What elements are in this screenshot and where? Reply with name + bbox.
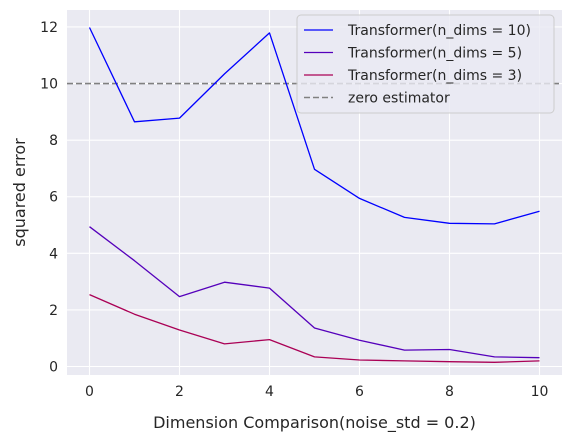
x-tick-label: 2 [175, 384, 184, 400]
legend-label: Transformer(n_dims = 5) [347, 46, 522, 62]
legend-label: Transformer(n_dims = 10) [347, 23, 531, 39]
x-tick-labels: 0 2 4 6 8 10 [85, 384, 548, 400]
y-tick-label: 4 [49, 246, 58, 262]
legend: Transformer(n_dims = 10) Transformer(n_di… [296, 14, 555, 114]
x-tick-label: 4 [265, 384, 274, 400]
series-lines [88, 27, 540, 363]
x-axis-label: Dimension Comparison(noise_std = 0.2) [153, 413, 476, 433]
y-tick-label: 6 [49, 190, 58, 206]
series-line-1 [88, 27, 540, 225]
x-tick-label: 8 [445, 384, 454, 400]
legend-box [296, 14, 555, 114]
y-tick-label: 12 [40, 20, 58, 36]
y-tick-labels: 0 2 4 6 8 10 12 [40, 20, 58, 376]
x-tick-label: 10 [531, 384, 549, 400]
y-tick-label: 8 [49, 133, 58, 149]
x-tick-label: 6 [355, 384, 364, 400]
y-tick-label: 0 [49, 360, 58, 376]
series-line-3 [89, 294, 540, 363]
series-line-2 [89, 226, 540, 359]
y-axis-label: squared error [10, 138, 29, 247]
legend-label: Transformer(n_dims = 3) [347, 68, 522, 84]
x-tick-label: 0 [85, 384, 94, 400]
grid-lines [67, 10, 562, 375]
legend-label: zero estimator [348, 91, 450, 107]
y-tick-label: 10 [40, 77, 58, 93]
y-tick-label: 2 [49, 303, 58, 319]
